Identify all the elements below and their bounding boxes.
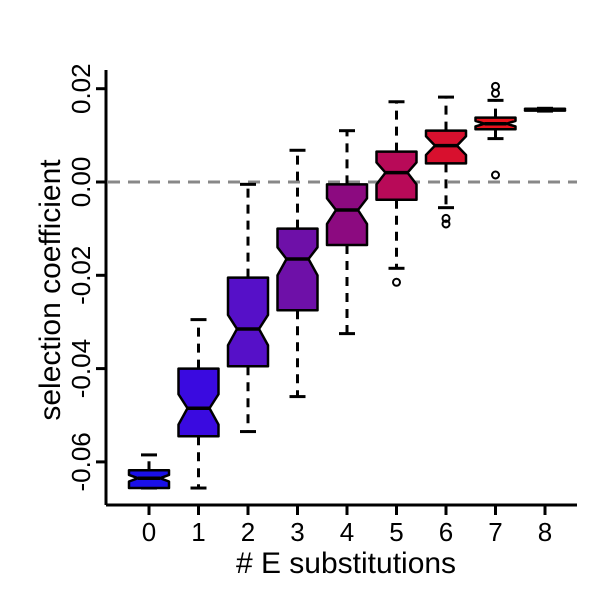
box-body xyxy=(325,183,369,247)
box-body xyxy=(226,276,270,368)
x-tick-label: 1 xyxy=(191,517,205,547)
outlier-point xyxy=(491,88,500,98)
x-tick-label: 2 xyxy=(241,517,255,547)
box-1 xyxy=(177,318,220,490)
box-body xyxy=(276,227,319,312)
y-axis-label: selection coefficient xyxy=(34,159,67,421)
box-3 xyxy=(276,148,319,399)
outlier-point xyxy=(441,213,451,223)
box-7 xyxy=(474,81,517,180)
x-tick-label: 8 xyxy=(538,517,552,547)
box-6 xyxy=(424,95,468,229)
x-tick-label: 6 xyxy=(439,517,453,547)
x-tick-labels: 0 1 2 3 4 5 6 7 8 xyxy=(142,505,552,547)
y-tick-labels: -0.06 -0.04 -0.02 0.00 0.02 xyxy=(66,63,106,492)
x-tick-label: 3 xyxy=(290,517,304,547)
y-tick-label: 0.00 xyxy=(66,157,96,208)
axes-layer xyxy=(104,70,577,507)
y-tick-label: -0.06 xyxy=(66,432,96,491)
x-tick-label: 4 xyxy=(340,517,354,547)
box-4 xyxy=(325,129,369,336)
y-tick-label: -0.04 xyxy=(66,339,96,398)
outlier-point xyxy=(441,219,451,229)
box-5 xyxy=(375,100,418,287)
x-axis-label: # E substitutions xyxy=(236,547,456,580)
y-tick-label: -0.02 xyxy=(66,246,96,305)
x-tick-label: 7 xyxy=(488,517,502,547)
x-tick-label: 5 xyxy=(389,517,403,547)
boxes-layer xyxy=(127,81,567,490)
box-body xyxy=(375,150,418,201)
outlier-point xyxy=(392,277,401,287)
box-body xyxy=(177,367,220,438)
x-tick-label: 0 xyxy=(142,517,156,547)
outlier-point xyxy=(491,170,500,180)
box-8 xyxy=(523,106,567,113)
box-2 xyxy=(226,182,270,434)
outlier-point xyxy=(491,81,500,91)
y-tick-label: 0.02 xyxy=(66,63,96,114)
box-0 xyxy=(127,453,171,490)
